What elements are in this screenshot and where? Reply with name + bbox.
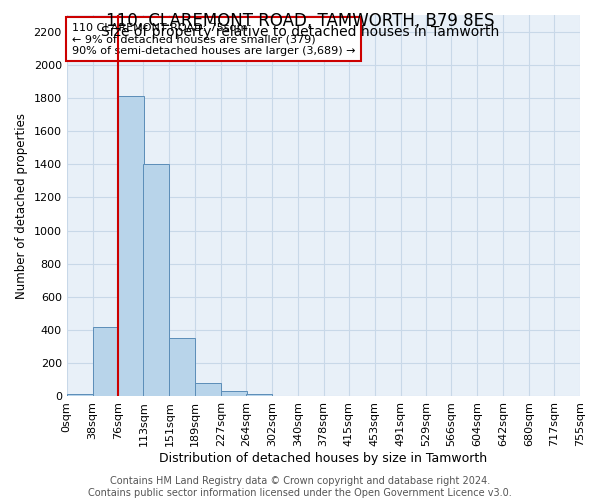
Bar	[246, 394, 272, 396]
Text: Contains HM Land Registry data © Crown copyright and database right 2024.
Contai: Contains HM Land Registry data © Crown c…	[88, 476, 512, 498]
Text: 110 CLAREMONT ROAD: 75sqm
← 9% of detached houses are smaller (379)
90% of semi-: 110 CLAREMONT ROAD: 75sqm ← 9% of detach…	[72, 22, 355, 56]
Bar	[92, 327, 118, 396]
Bar	[195, 383, 221, 396]
Bar	[143, 164, 169, 396]
Bar	[169, 338, 195, 396]
X-axis label: Distribution of detached houses by size in Tamworth: Distribution of detached houses by size …	[159, 452, 487, 465]
Text: 110, CLAREMONT ROAD, TAMWORTH, B79 8ES: 110, CLAREMONT ROAD, TAMWORTH, B79 8ES	[106, 12, 494, 30]
Bar	[67, 394, 92, 396]
Bar	[118, 96, 144, 397]
Y-axis label: Number of detached properties: Number of detached properties	[15, 112, 28, 298]
Bar	[221, 392, 247, 396]
Text: Size of property relative to detached houses in Tamworth: Size of property relative to detached ho…	[101, 25, 499, 39]
